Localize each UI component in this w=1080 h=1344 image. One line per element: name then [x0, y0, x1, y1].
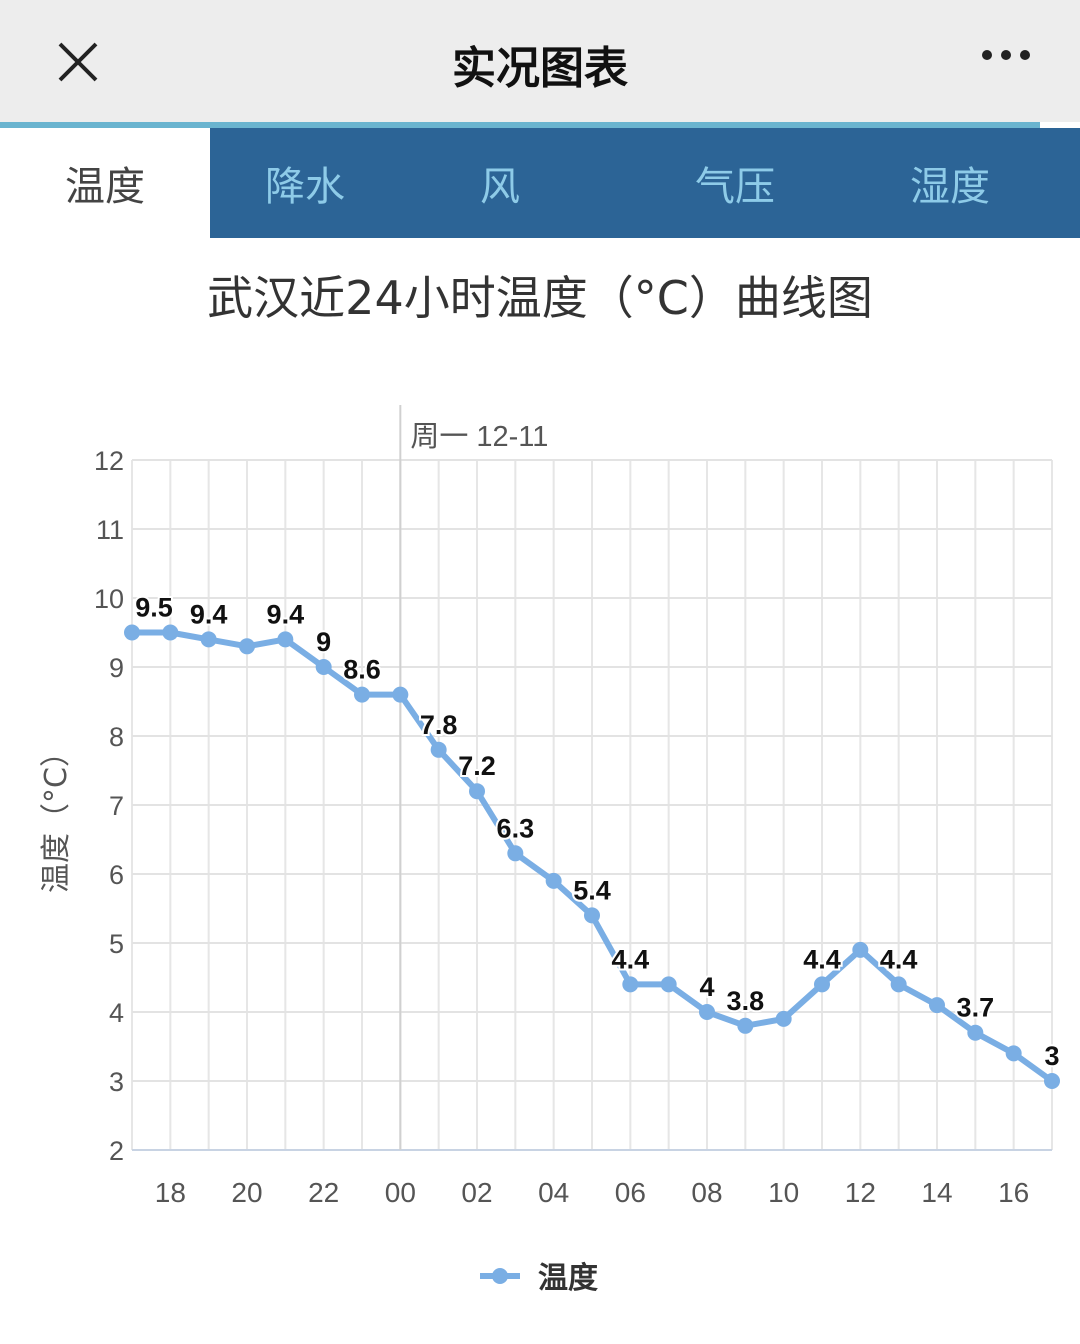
y-tick-label: 8	[109, 722, 124, 752]
x-tick-label: 16	[998, 1177, 1029, 1208]
data-point	[507, 845, 524, 862]
data-point	[622, 976, 639, 993]
data-point	[392, 686, 409, 703]
data-label: 6.3	[497, 813, 535, 843]
x-tick-label: 04	[538, 1177, 569, 1208]
data-label: 8.6	[343, 655, 381, 685]
y-tick-label: 9	[109, 653, 124, 683]
data-point	[584, 907, 600, 924]
x-tick-label: 22	[308, 1177, 339, 1208]
tab-temperature[interactable]: 温度	[0, 128, 210, 238]
data-point	[737, 1017, 754, 1034]
data-point	[239, 638, 255, 655]
data-point	[852, 941, 869, 958]
data-point	[545, 872, 562, 889]
data-point	[124, 624, 140, 641]
data-point	[660, 976, 677, 993]
tab-humidity[interactable]: 湿度	[910, 164, 990, 210]
data-label: 4.4	[612, 944, 650, 974]
x-tick-label: 12	[845, 1177, 876, 1208]
y-tick-label: 11	[96, 515, 124, 545]
day-marker-label: 周一 12-11	[410, 421, 548, 453]
y-tick-label: 3	[109, 1067, 124, 1097]
legend-marker-icon	[492, 1268, 508, 1284]
y-tick-label: 5	[109, 929, 124, 959]
y-tick-label: 12	[94, 446, 124, 476]
data-point	[162, 624, 179, 641]
page-title: 实况图表	[452, 43, 628, 94]
data-point	[775, 1010, 792, 1027]
y-tick-label: 2	[109, 1136, 124, 1166]
x-tick-label: 10	[768, 1177, 799, 1208]
data-point	[1044, 1073, 1060, 1089]
accent-bar	[0, 122, 1040, 128]
x-tick-label: 06	[615, 1177, 646, 1208]
x-tick-label: 18	[155, 1177, 186, 1208]
data-label: 9.4	[267, 599, 305, 629]
data-label: 9.5	[135, 593, 173, 623]
data-label: 7.2	[458, 751, 496, 781]
data-label: 7.8	[420, 710, 458, 740]
tab-wind[interactable]: 风	[480, 164, 520, 210]
more-icon[interactable]	[982, 50, 1030, 60]
data-point	[814, 976, 830, 993]
data-label: 3	[1044, 1041, 1059, 1071]
data-point	[277, 631, 294, 648]
x-tick-label: 14	[921, 1177, 952, 1208]
tab-bar: 温度 降水 风 气压 湿度	[0, 128, 1080, 238]
close-icon[interactable]	[56, 40, 100, 84]
data-point	[469, 783, 485, 800]
y-tick-label: 4	[109, 998, 124, 1028]
data-label: 4.4	[880, 944, 918, 974]
y-tick-label: 7	[109, 791, 124, 821]
data-point	[890, 976, 907, 993]
y-axis-label: 温度（°C）	[39, 737, 74, 893]
data-point	[315, 659, 332, 675]
data-label: 9	[316, 627, 331, 657]
chart-title: 武汉近24小时温度（°C）曲线图	[207, 271, 873, 325]
data-point	[967, 1024, 984, 1041]
data-point	[430, 741, 447, 758]
data-label: 3.8	[727, 986, 765, 1016]
y-tick-label: 6	[109, 860, 124, 890]
data-point	[929, 997, 945, 1014]
data-label: 4.4	[803, 944, 841, 974]
data-point	[354, 686, 370, 703]
data-label: 5.4	[573, 875, 611, 905]
x-tick-label: 20	[231, 1177, 262, 1208]
data-label: 9.4	[190, 599, 228, 629]
top-bar: 实况图表	[0, 0, 1080, 122]
data-label: 3.7	[957, 993, 995, 1023]
legend-label: 温度	[538, 1261, 598, 1296]
x-tick-label: 00	[385, 1177, 416, 1208]
data-label: 4	[699, 972, 714, 1002]
tab-pressure[interactable]: 气压	[695, 164, 775, 210]
data-point	[699, 1004, 715, 1020]
x-tick-label: 02	[461, 1177, 492, 1208]
y-tick-label: 10	[94, 584, 124, 614]
tab-precipitation[interactable]: 降水	[265, 164, 345, 210]
x-tick-label: 08	[691, 1177, 722, 1208]
data-point	[1005, 1045, 1022, 1062]
data-point	[200, 631, 217, 648]
